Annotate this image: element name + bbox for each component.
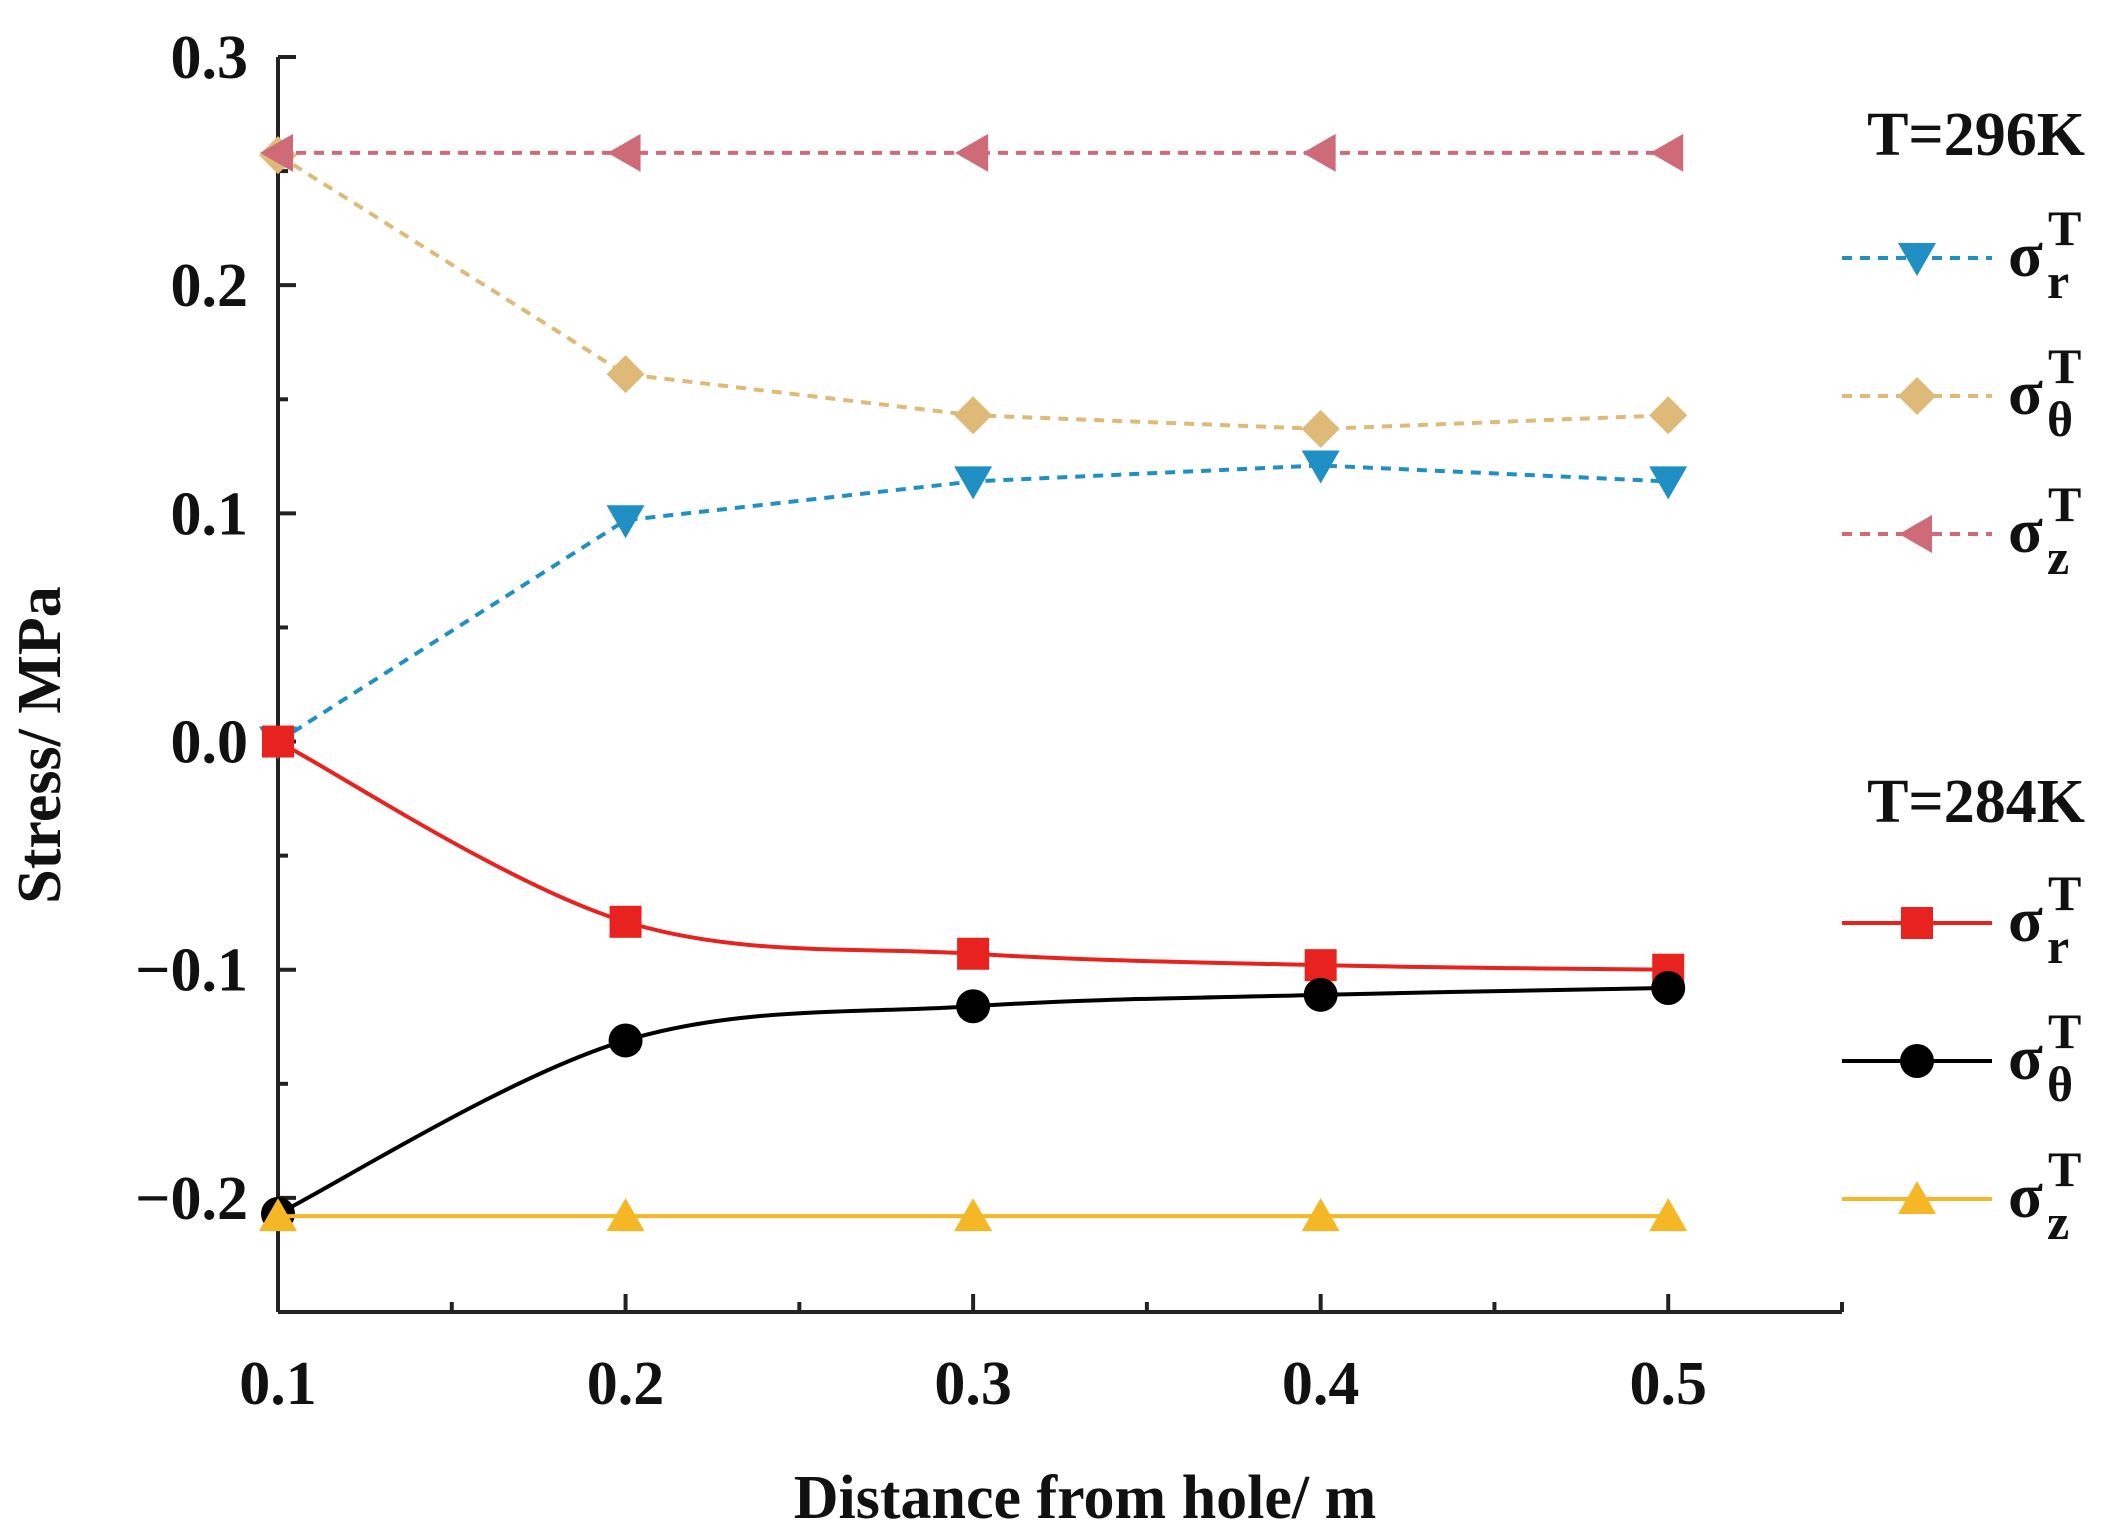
y-tick-label: 0.0: [171, 709, 249, 777]
data-point: [1302, 133, 1336, 172]
legend-superscript: T: [2048, 338, 2081, 394]
legend-group-title: T=284K: [1867, 768, 2085, 836]
x-axis-title: Distance from hole/ m: [794, 1464, 1377, 1532]
data-point: [956, 989, 991, 1024]
legend-symbol: σ: [2008, 357, 2043, 428]
x-tick-label: 0.1: [239, 1350, 317, 1418]
y-tick-label: 0.3: [171, 24, 249, 92]
legend-group-title: T=296K: [1867, 101, 2085, 169]
data-point: [954, 396, 993, 435]
y-tick-label: −0.1: [135, 937, 248, 1005]
data-point: [1301, 409, 1340, 448]
series-line: [276, 153, 1669, 431]
data-point: [1301, 450, 1340, 484]
legend-symbol: σ: [2008, 1022, 2043, 1093]
data-point: [955, 133, 989, 172]
legend-subscript: r: [2047, 253, 2069, 309]
x-tick-label: 0.4: [1282, 1350, 1360, 1418]
data-point: [1651, 970, 1686, 1005]
data-point: [259, 1198, 297, 1232]
data-point: [607, 133, 641, 172]
legend-item: σ Tr: [1842, 200, 2081, 309]
legend-superscript: T: [2048, 200, 2081, 256]
x-tick-label: 0.3: [934, 1350, 1012, 1418]
x-tick-label: 0.2: [587, 1350, 665, 1418]
legend-item: σ Tz: [1842, 476, 2081, 585]
y-tick-label: 0.1: [171, 480, 249, 548]
data-point: [957, 937, 990, 970]
series-0: [259, 450, 1688, 760]
series-5: [259, 1198, 1688, 1232]
axes: 0.1 0.2 0.3 0.4 0.5 −0.2 −0.1 0.0 0.1 0.2 0.3: [135, 24, 1844, 1418]
data-point: [262, 725, 294, 758]
legend-marker: [1898, 377, 1936, 415]
series-line: [276, 463, 1669, 744]
legend-superscript: T: [2048, 1003, 2081, 1059]
data-point: [1650, 133, 1684, 172]
data-point: [606, 505, 645, 539]
data-point: [1304, 949, 1337, 982]
legend-subscript: θ: [2047, 1056, 2073, 1112]
legend-marker: [1898, 243, 1936, 276]
legend-marker: [1900, 1044, 1934, 1078]
y-tick-label: 0.2: [171, 252, 249, 320]
y-axis-title: Stress/ MPa: [6, 586, 74, 903]
legend-marker: [1899, 515, 1932, 553]
data-point: [606, 1198, 645, 1232]
legend-symbol: σ: [2008, 495, 2043, 566]
data-point: [260, 133, 293, 172]
legend-item: σ Tθ: [1842, 1003, 2081, 1112]
legend-marker: [1901, 907, 1933, 939]
legend-subscript: r: [2047, 918, 2069, 974]
legend-subscript: z: [2047, 1194, 2069, 1250]
legend-superscript: T: [2048, 1141, 2081, 1197]
data-point: [1301, 1198, 1340, 1232]
data-point: [1649, 1198, 1688, 1232]
data-point: [954, 466, 993, 500]
legend-item: σ Tz: [1842, 1141, 2081, 1250]
y-tick-label: −0.2: [135, 1165, 248, 1233]
data-point: [1303, 977, 1338, 1012]
data-point: [1649, 396, 1688, 435]
legend-superscript: T: [2048, 476, 2081, 532]
data-point: [1649, 466, 1688, 500]
series-3: [262, 725, 1685, 986]
legend-item: σ Tr: [1842, 865, 2081, 974]
legend-subscript: z: [2047, 529, 2069, 585]
legend-symbol: σ: [2008, 219, 2043, 290]
series-line: [277, 739, 1669, 972]
legend-subscript: θ: [2047, 391, 2073, 447]
legend-marker: [1898, 1181, 1936, 1214]
x-tick-label: 0.5: [1629, 1350, 1707, 1418]
legend-symbol: σ: [2008, 884, 2043, 955]
data-point: [608, 1023, 643, 1058]
legend-superscript: T: [2048, 865, 2081, 921]
data-point: [954, 1198, 993, 1232]
legend-symbol: σ: [2008, 1160, 2043, 1231]
plot-area: [259, 133, 1688, 1232]
legend-item: σ Tθ: [1842, 338, 2081, 447]
series-4: [261, 970, 1686, 1231]
data-point: [606, 355, 645, 394]
data-point: [609, 905, 642, 938]
series-2: [260, 133, 1684, 172]
series-1: [259, 136, 1688, 448]
